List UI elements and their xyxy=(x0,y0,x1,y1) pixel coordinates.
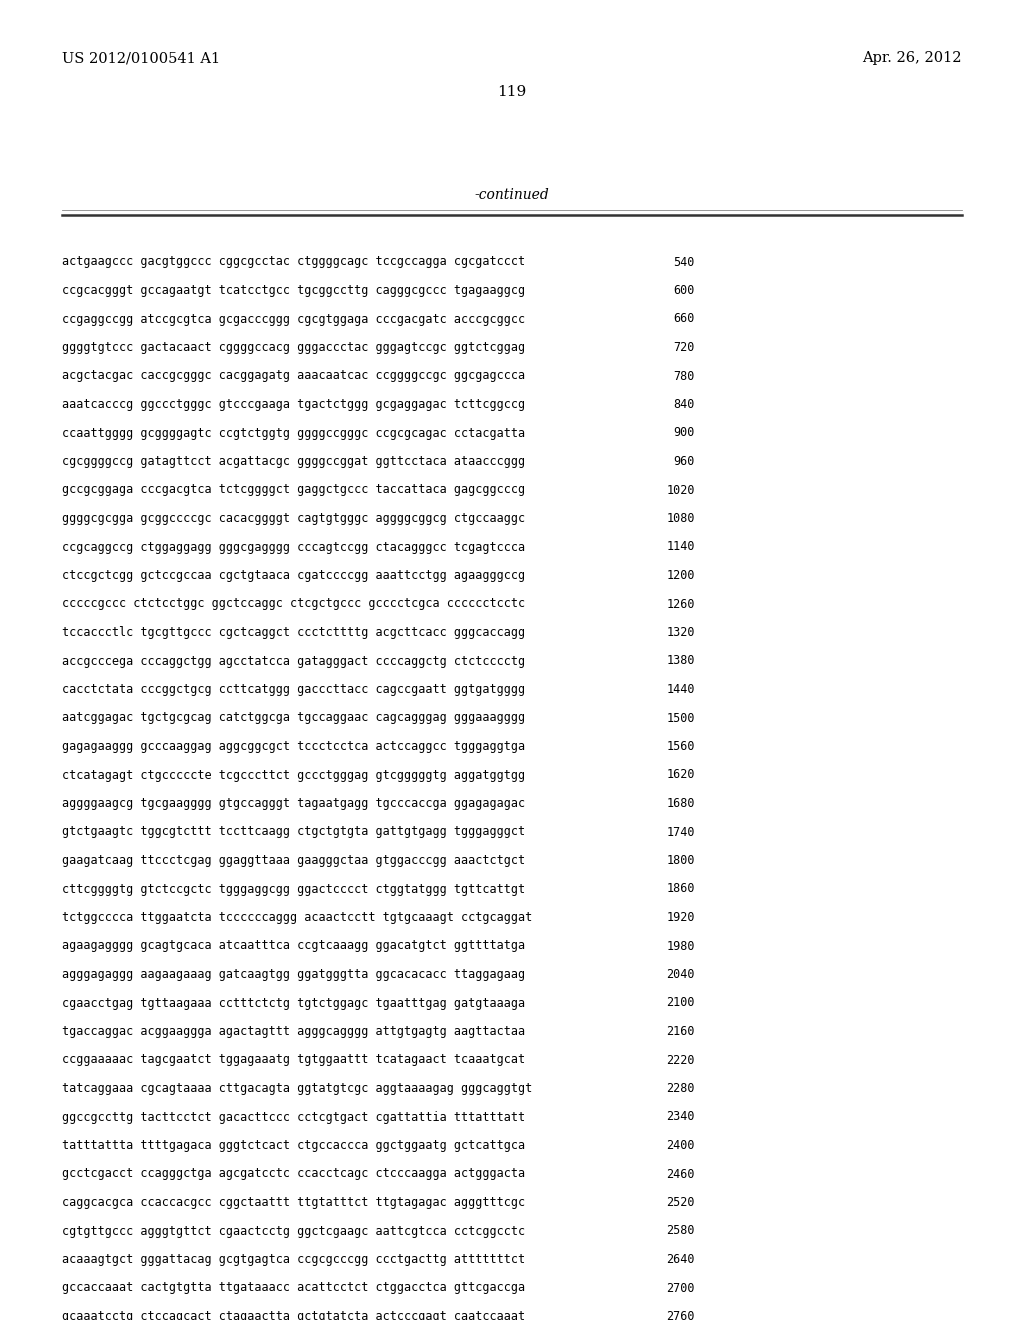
Text: 1440: 1440 xyxy=(667,682,695,696)
Text: ccggaaaaac tagcgaatct tggagaaatg tgtggaattt tcatagaact tcaaatgcat: ccggaaaaac tagcgaatct tggagaaatg tgtggaa… xyxy=(62,1053,525,1067)
Text: tctggcccca ttggaatcta tccccccaggg acaactcctt tgtgcaaagt cctgcaggat: tctggcccca ttggaatcta tccccccaggg acaact… xyxy=(62,911,532,924)
Text: ggggcgcgga gcggccccgc cacacggggt cagtgtgggc aggggcggcg ctgccaaggc: ggggcgcgga gcggccccgc cacacggggt cagtgtg… xyxy=(62,512,525,525)
Text: ggccgccttg tacttcctct gacacttccc cctcgtgact cgattattia tttatttatt: ggccgccttg tacttcctct gacacttccc cctcgtg… xyxy=(62,1110,525,1123)
Text: ctcatagagt ctgcccccte tcgcccttct gccctgggag gtcgggggtg aggatggtgg: ctcatagagt ctgcccccte tcgcccttct gccctgg… xyxy=(62,768,525,781)
Text: 780: 780 xyxy=(674,370,695,383)
Text: accgcccega cccaggctgg agcctatcca gatagggact ccccaggctg ctctcccctg: accgcccega cccaggctgg agcctatcca gataggg… xyxy=(62,655,525,668)
Text: 1560: 1560 xyxy=(667,741,695,752)
Text: 1140: 1140 xyxy=(667,540,695,553)
Text: ggggtgtccc gactacaact cggggccacg gggaccctac gggagtccgc ggtctcggag: ggggtgtccc gactacaact cggggccacg gggaccc… xyxy=(62,341,525,354)
Text: 2580: 2580 xyxy=(667,1225,695,1238)
Text: 2640: 2640 xyxy=(667,1253,695,1266)
Text: 2760: 2760 xyxy=(667,1309,695,1320)
Text: 1920: 1920 xyxy=(667,911,695,924)
Text: tatcaggaaa cgcagtaaaa cttgacagta ggtatgtcgc aggtaaaagag gggcaggtgt: tatcaggaaa cgcagtaaaa cttgacagta ggtatgt… xyxy=(62,1082,532,1096)
Text: 1740: 1740 xyxy=(667,825,695,838)
Text: 900: 900 xyxy=(674,426,695,440)
Text: 1680: 1680 xyxy=(667,797,695,810)
Text: 2460: 2460 xyxy=(667,1167,695,1180)
Text: 1620: 1620 xyxy=(667,768,695,781)
Text: 720: 720 xyxy=(674,341,695,354)
Text: 2220: 2220 xyxy=(667,1053,695,1067)
Text: ccgcacgggt gccagaatgt tcatcctgcc tgcggccttg cagggcgccc tgagaaggcg: ccgcacgggt gccagaatgt tcatcctgcc tgcggcc… xyxy=(62,284,525,297)
Text: gcaaatcctg ctccagcact ctagaactta gctgtatcta actcccgagt caatccaaat: gcaaatcctg ctccagcact ctagaactta gctgtat… xyxy=(62,1309,525,1320)
Text: 1860: 1860 xyxy=(667,883,695,895)
Text: 2160: 2160 xyxy=(667,1026,695,1038)
Text: tatttattta ttttgagaca gggtctcact ctgccaccca ggctggaatg gctcattgca: tatttattta ttttgagaca gggtctcact ctgccac… xyxy=(62,1139,525,1152)
Text: 1020: 1020 xyxy=(667,483,695,496)
Text: cgcggggccg gatagttcct acgattacgc ggggccggat ggttcctaca ataacccggg: cgcggggccg gatagttcct acgattacgc ggggccg… xyxy=(62,455,525,469)
Text: 2340: 2340 xyxy=(667,1110,695,1123)
Text: agggagaggg aagaagaaag gatcaagtgg ggatgggtta ggcacacacc ttaggagaag: agggagaggg aagaagaaag gatcaagtgg ggatggg… xyxy=(62,968,525,981)
Text: cttcggggtg gtctccgctc tgggaggcgg ggactcccct ctggtatggg tgttcattgt: cttcggggtg gtctccgctc tgggaggcgg ggactcc… xyxy=(62,883,525,895)
Text: aaatcacccg ggccctgggc gtcccgaaga tgactctggg gcgaggagac tcttcggccg: aaatcacccg ggccctgggc gtcccgaaga tgactct… xyxy=(62,399,525,411)
Text: 960: 960 xyxy=(674,455,695,469)
Text: -continued: -continued xyxy=(475,187,549,202)
Text: 2520: 2520 xyxy=(667,1196,695,1209)
Text: 1080: 1080 xyxy=(667,512,695,525)
Text: actgaagccc gacgtggccc cggcgcctac ctggggcagc tccgccagga cgcgatccct: actgaagccc gacgtggccc cggcgcctac ctggggc… xyxy=(62,256,525,268)
Text: gtctgaagtc tggcgtcttt tccttcaagg ctgctgtgta gattgtgagg tgggagggct: gtctgaagtc tggcgtcttt tccttcaagg ctgctgt… xyxy=(62,825,525,838)
Text: 1800: 1800 xyxy=(667,854,695,867)
Text: 1320: 1320 xyxy=(667,626,695,639)
Text: gccgcggaga cccgacgtca tctcggggct gaggctgccc taccattaca gagcggcccg: gccgcggaga cccgacgtca tctcggggct gaggctg… xyxy=(62,483,525,496)
Text: cacctctata cccggctgcg ccttcatggg gacccttacc cagccgaatt ggtgatgggg: cacctctata cccggctgcg ccttcatggg gaccctt… xyxy=(62,682,525,696)
Text: cgaacctgag tgttaagaaa cctttctctg tgtctggagc tgaatttgag gatgtaaaga: cgaacctgag tgttaagaaa cctttctctg tgtctgg… xyxy=(62,997,525,1010)
Text: gccaccaaat cactgtgtta ttgataaacc acattcctct ctggacctca gttcgaccga: gccaccaaat cactgtgtta ttgataaacc acattcc… xyxy=(62,1282,525,1295)
Text: 540: 540 xyxy=(674,256,695,268)
Text: 1500: 1500 xyxy=(667,711,695,725)
Text: acgctacgac caccgcgggc cacggagatg aaacaatcac ccggggccgc ggcgagccca: acgctacgac caccgcgggc cacggagatg aaacaat… xyxy=(62,370,525,383)
Text: ccaattgggg gcggggagtc ccgtctggtg ggggccgggc ccgcgcagac cctacgatta: ccaattgggg gcggggagtc ccgtctggtg ggggccg… xyxy=(62,426,525,440)
Text: tgaccaggac acggaaggga agactagttt agggcagggg attgtgagtg aagttactaa: tgaccaggac acggaaggga agactagttt agggcag… xyxy=(62,1026,525,1038)
Text: Apr. 26, 2012: Apr. 26, 2012 xyxy=(862,51,962,65)
Text: 2100: 2100 xyxy=(667,997,695,1010)
Text: caggcacgca ccaccacgcc cggctaattt ttgtatttct ttgtagagac agggtttcgc: caggcacgca ccaccacgcc cggctaattt ttgtatt… xyxy=(62,1196,525,1209)
Text: cccccgccc ctctcctggc ggctccaggc ctcgctgccc gcccctcgca cccccctcctc: cccccgccc ctctcctggc ggctccaggc ctcgctgc… xyxy=(62,598,525,610)
Text: ccgaggccgg atccgcgtca gcgacccggg cgcgtggaga cccgacgatc acccgcggcc: ccgaggccgg atccgcgtca gcgacccggg cgcgtgg… xyxy=(62,313,525,326)
Text: 2700: 2700 xyxy=(667,1282,695,1295)
Text: 600: 600 xyxy=(674,284,695,297)
Text: agaagagggg gcagtgcaca atcaatttca ccgtcaaagg ggacatgtct ggttttatga: agaagagggg gcagtgcaca atcaatttca ccgtcaa… xyxy=(62,940,525,953)
Text: gcctcgacct ccagggctga agcgatcctc ccacctcagc ctcccaagga actgggacta: gcctcgacct ccagggctga agcgatcctc ccacctc… xyxy=(62,1167,525,1180)
Text: ccgcaggccg ctggaggagg gggcgagggg cccagtccgg ctacagggcc tcgagtccca: ccgcaggccg ctggaggagg gggcgagggg cccagtc… xyxy=(62,540,525,553)
Text: cgtgttgccc agggtgttct cgaactcctg ggctcgaagc aattcgtcca cctcggcctc: cgtgttgccc agggtgttct cgaactcctg ggctcga… xyxy=(62,1225,525,1238)
Text: 1380: 1380 xyxy=(667,655,695,668)
Text: 2400: 2400 xyxy=(667,1139,695,1152)
Text: 2280: 2280 xyxy=(667,1082,695,1096)
Text: 119: 119 xyxy=(498,84,526,99)
Text: gaagatcaag ttccctcgag ggaggttaaa gaagggctaa gtggacccgg aaactctgct: gaagatcaag ttccctcgag ggaggttaaa gaagggc… xyxy=(62,854,525,867)
Text: gagagaaggg gcccaaggag aggcggcgct tccctcctca actccaggcc tgggaggtga: gagagaaggg gcccaaggag aggcggcgct tccctcc… xyxy=(62,741,525,752)
Text: tccaccctlc tgcgttgccc cgctcaggct ccctcttttg acgcttcacc gggcaccagg: tccaccctlc tgcgttgccc cgctcaggct ccctctt… xyxy=(62,626,525,639)
Text: 1260: 1260 xyxy=(667,598,695,610)
Text: US 2012/0100541 A1: US 2012/0100541 A1 xyxy=(62,51,220,65)
Text: 1200: 1200 xyxy=(667,569,695,582)
Text: acaaagtgct gggattacag gcgtgagtca ccgcgcccgg ccctgacttg atttttttct: acaaagtgct gggattacag gcgtgagtca ccgcgcc… xyxy=(62,1253,525,1266)
Text: 1980: 1980 xyxy=(667,940,695,953)
Text: 840: 840 xyxy=(674,399,695,411)
Text: 660: 660 xyxy=(674,313,695,326)
Text: aatcggagac tgctgcgcag catctggcga tgccaggaac cagcagggag gggaaagggg: aatcggagac tgctgcgcag catctggcga tgccagg… xyxy=(62,711,525,725)
Text: aggggaagcg tgcgaagggg gtgccagggt tagaatgagg tgcccaccga ggagagagac: aggggaagcg tgcgaagggg gtgccagggt tagaatg… xyxy=(62,797,525,810)
Text: 2040: 2040 xyxy=(667,968,695,981)
Text: ctccgctcgg gctccgccaa cgctgtaaca cgatccccgg aaattcctgg agaagggccg: ctccgctcgg gctccgccaa cgctgtaaca cgatccc… xyxy=(62,569,525,582)
